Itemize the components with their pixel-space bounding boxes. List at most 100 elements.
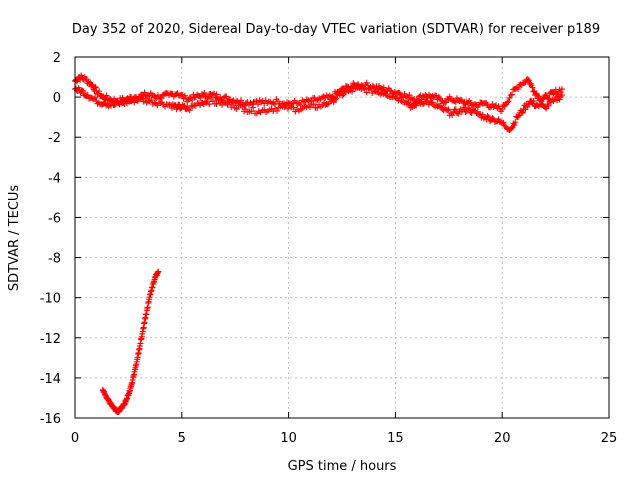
data-point bbox=[213, 91, 220, 98]
data-point bbox=[529, 84, 536, 91]
data-point bbox=[524, 76, 531, 83]
data-point bbox=[380, 84, 387, 91]
data-point bbox=[443, 99, 450, 106]
data-point bbox=[92, 94, 99, 101]
data-point bbox=[253, 98, 260, 105]
data-point bbox=[213, 101, 220, 108]
data-point bbox=[248, 108, 255, 115]
data-point bbox=[148, 96, 155, 103]
chart-title: Day 352 of 2020, Sidereal Day-to-day VTE… bbox=[72, 22, 600, 37]
x-tick-label: 10 bbox=[280, 431, 297, 446]
data-point bbox=[449, 112, 456, 119]
data-point bbox=[314, 104, 321, 111]
data-point bbox=[429, 99, 436, 106]
data-point bbox=[331, 96, 338, 103]
data-point bbox=[310, 101, 317, 108]
data-point bbox=[339, 92, 346, 99]
data-point bbox=[250, 104, 257, 111]
x-tick-label: 15 bbox=[387, 431, 404, 446]
series-2 bbox=[72, 84, 566, 134]
data-point bbox=[142, 95, 149, 102]
data-point bbox=[103, 92, 110, 99]
data-point bbox=[511, 122, 518, 129]
data-point bbox=[290, 104, 297, 111]
y-tick-label: 0 bbox=[53, 91, 61, 106]
data-point bbox=[530, 98, 537, 105]
data-point bbox=[237, 97, 244, 104]
x-tick-label: 5 bbox=[178, 431, 186, 446]
data-point bbox=[349, 88, 356, 95]
data-point bbox=[330, 99, 337, 106]
data-point bbox=[457, 96, 464, 103]
series-3 bbox=[99, 268, 162, 416]
data-point bbox=[445, 106, 452, 113]
data-point bbox=[507, 92, 514, 99]
data-point bbox=[274, 107, 281, 114]
data-point bbox=[155, 268, 162, 275]
data-point bbox=[367, 84, 374, 91]
data-point bbox=[333, 95, 340, 102]
data-point bbox=[413, 102, 420, 109]
data-point bbox=[485, 114, 492, 121]
data-point bbox=[435, 93, 442, 100]
data-point bbox=[515, 86, 522, 93]
data-point bbox=[512, 119, 519, 126]
data-point bbox=[92, 83, 99, 90]
data-point bbox=[525, 77, 532, 84]
data-point bbox=[406, 92, 413, 99]
data-point bbox=[556, 96, 563, 103]
data-point bbox=[541, 104, 548, 111]
data-point bbox=[508, 125, 515, 132]
data-point bbox=[506, 94, 513, 101]
y-tick-label: -8 bbox=[48, 252, 61, 267]
data-point bbox=[527, 80, 534, 87]
data-point bbox=[545, 102, 552, 109]
data-point bbox=[255, 101, 262, 108]
data-point bbox=[489, 115, 496, 122]
data-point bbox=[283, 101, 290, 108]
data-point bbox=[508, 91, 515, 98]
data-point bbox=[396, 94, 403, 101]
data-point bbox=[504, 99, 511, 106]
data-point bbox=[181, 102, 188, 109]
data-point bbox=[518, 110, 525, 117]
data-point bbox=[96, 88, 103, 95]
data-point bbox=[550, 90, 557, 97]
data-point bbox=[205, 94, 212, 101]
data-point bbox=[363, 89, 370, 96]
y-tick-label: -4 bbox=[48, 171, 61, 186]
data-point bbox=[505, 98, 512, 105]
y-tick-label: -2 bbox=[48, 131, 61, 146]
data-point bbox=[559, 92, 566, 99]
data-point bbox=[499, 106, 506, 113]
y-tick-label: -12 bbox=[40, 332, 61, 347]
data-point bbox=[206, 101, 213, 108]
plot-frame bbox=[74, 56, 610, 419]
data-point bbox=[324, 101, 331, 108]
data-point bbox=[201, 89, 208, 96]
data-point bbox=[84, 92, 91, 99]
y-tick-label: 2 bbox=[53, 51, 61, 66]
data-point bbox=[444, 107, 451, 114]
y-tick-label: -16 bbox=[40, 412, 61, 427]
y-axis-label: SDTVAR / TECUs bbox=[7, 185, 22, 292]
data-point bbox=[455, 110, 462, 117]
data-point bbox=[92, 84, 99, 91]
data-point bbox=[386, 87, 393, 94]
data-point bbox=[233, 106, 240, 113]
data-point bbox=[526, 101, 533, 108]
data-point bbox=[344, 86, 351, 93]
x-tick-label: 25 bbox=[601, 431, 618, 446]
data-point bbox=[80, 88, 87, 95]
data-point bbox=[186, 107, 193, 114]
x-axis-label: GPS time / hours bbox=[288, 459, 397, 474]
x-tick-label: 20 bbox=[494, 431, 511, 446]
x-tick-label: 0 bbox=[71, 431, 79, 446]
y-tick-label: -14 bbox=[40, 372, 61, 387]
data-point bbox=[515, 113, 522, 120]
data-point bbox=[363, 79, 370, 86]
y-tick-label: -6 bbox=[48, 211, 61, 226]
data-point bbox=[495, 103, 502, 110]
